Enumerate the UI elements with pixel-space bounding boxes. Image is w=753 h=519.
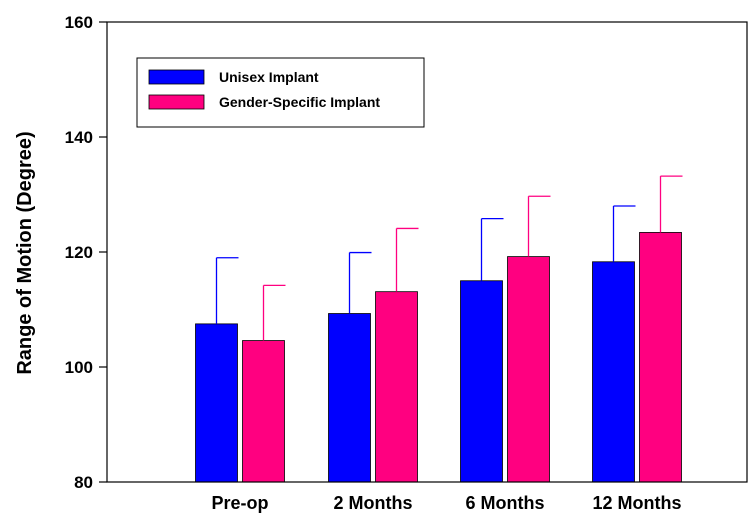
plot-frame bbox=[106, 21, 748, 483]
error-bars bbox=[215, 175, 683, 341]
bar-unisex bbox=[195, 323, 238, 483]
legend-label: Gender-Specific Implant bbox=[219, 94, 380, 110]
bar-gender-specific bbox=[639, 232, 682, 483]
legend-label: Unisex Implant bbox=[219, 69, 319, 85]
bar-unisex bbox=[460, 280, 503, 483]
x-tick-label: Pre-op bbox=[211, 493, 268, 513]
bar-gender-specific bbox=[375, 291, 418, 483]
y-axis-title: Range of Motion (Degree) bbox=[14, 131, 36, 374]
bar-gender-specific bbox=[507, 256, 550, 483]
bars bbox=[195, 232, 682, 483]
y-tick-label: 160 bbox=[65, 13, 93, 32]
bar-unisex bbox=[328, 313, 371, 483]
x-tick-label: 12 Months bbox=[592, 493, 681, 513]
y-tick-label: 100 bbox=[65, 358, 93, 377]
legend: Unisex Implant Gender-Specific Implant bbox=[136, 57, 425, 128]
y-tick-label: 120 bbox=[65, 243, 93, 262]
x-tick-label: 6 Months bbox=[466, 493, 545, 513]
legend-swatch bbox=[148, 69, 205, 85]
bar-unisex bbox=[592, 261, 635, 483]
y-tick-label: 140 bbox=[65, 128, 93, 147]
x-tick-label: 2 Months bbox=[334, 493, 413, 513]
legend-swatch bbox=[148, 94, 205, 110]
bar-gender-specific bbox=[242, 340, 285, 483]
legend-box bbox=[136, 57, 425, 128]
y-tick-label: 80 bbox=[74, 473, 93, 492]
y-axis-ticks: 80 100 120 140 160 bbox=[65, 13, 107, 492]
x-axis-labels: Pre-op 2 Months 6 Months 12 Months bbox=[211, 493, 681, 513]
